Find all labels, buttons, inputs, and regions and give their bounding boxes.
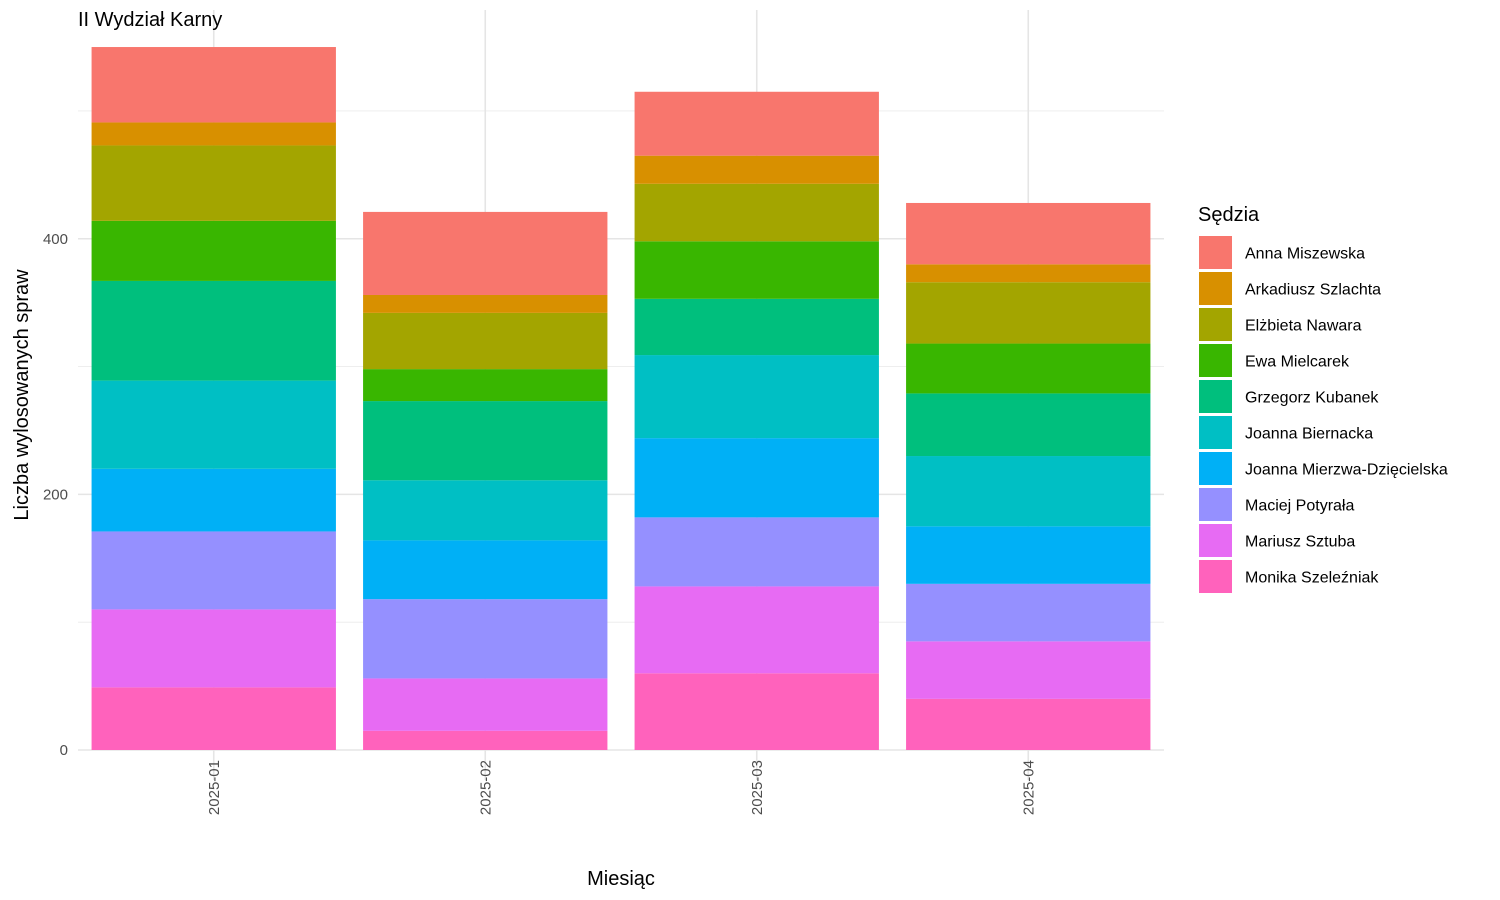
bar-segment xyxy=(906,583,1151,642)
x-axis-title: Miesiąc xyxy=(587,868,655,890)
bar-segment xyxy=(363,599,608,679)
bar-segment xyxy=(634,517,879,587)
bar-segment xyxy=(91,687,336,750)
bar-segment xyxy=(906,264,1151,283)
bar-segment xyxy=(906,698,1151,750)
bar-segment xyxy=(906,456,1151,527)
bar-segment xyxy=(906,202,1151,265)
bar-segment xyxy=(634,183,879,242)
bar-segment xyxy=(91,145,336,221)
legend: Sędzia Anna Miszewska Arkadiusz Szlachta E… xyxy=(1198,204,1448,593)
legend-key xyxy=(1199,308,1232,341)
bar-segment xyxy=(363,730,608,750)
x-tick-label: 2025-04 xyxy=(1020,760,1037,815)
bar-segment xyxy=(363,540,608,600)
legend-key xyxy=(1199,452,1232,485)
bar-segment xyxy=(363,211,608,295)
legend-key xyxy=(1199,236,1232,269)
legend-key xyxy=(1199,560,1232,593)
x-tick-label: 2025-02 xyxy=(477,760,494,815)
bar-segment xyxy=(91,531,336,610)
x-axis-ticks: 2025-01 2025-02 2025-03 2025-04 xyxy=(206,760,1038,815)
bar-segment xyxy=(363,401,608,481)
bar-segment xyxy=(91,47,336,123)
legend-label: Monika Szeleźniak xyxy=(1245,570,1379,587)
chart-title: II Wydział Karny xyxy=(78,9,222,31)
legend-label: Arkadiusz Szlachta xyxy=(1245,282,1381,299)
bar-segment xyxy=(363,480,608,541)
bar-segment xyxy=(906,282,1151,344)
bar-segment xyxy=(91,280,336,381)
legend-items: Anna Miszewska Arkadiusz Szlachta Elżbieta… xyxy=(1199,236,1448,593)
bar-segment xyxy=(634,155,879,184)
y-axis-ticks: 0 200 400 xyxy=(43,231,68,759)
bar-segment xyxy=(906,393,1151,457)
legend-label: Joanna Biernacka xyxy=(1245,426,1373,443)
legend-label: Anna Miszewska xyxy=(1245,246,1365,263)
x-tick-label: 2025-01 xyxy=(206,760,223,815)
bar-segment xyxy=(634,438,879,518)
bar-segment xyxy=(91,609,336,688)
bar-segment xyxy=(634,91,879,156)
legend-title: Sędzia xyxy=(1198,204,1260,226)
bar-segment xyxy=(91,380,336,469)
bar-segment xyxy=(634,673,879,750)
legend-label: Ewa Mielcarek xyxy=(1245,354,1350,371)
bar-segment xyxy=(363,369,608,402)
bar-segment xyxy=(91,122,336,146)
y-axis-title: Liczba wylosowanych spraw xyxy=(11,269,33,521)
legend-key xyxy=(1199,380,1232,413)
legend-key xyxy=(1199,524,1232,557)
y-tick-label: 400 xyxy=(43,231,68,248)
bar-segment xyxy=(906,526,1151,584)
legend-key xyxy=(1199,344,1232,377)
legend-label: Grzegorz Kubanek xyxy=(1245,390,1379,407)
legend-key xyxy=(1199,272,1232,305)
bar-segment xyxy=(634,298,879,356)
legend-label: Joanna Mierzwa-Dzięcielska xyxy=(1245,462,1448,479)
legend-label: Elżbieta Nawara xyxy=(1245,318,1362,335)
y-tick-label: 0 xyxy=(60,742,68,759)
bar-segment xyxy=(363,312,608,370)
bar-segment xyxy=(363,678,608,731)
x-tick-label: 2025-03 xyxy=(749,760,766,815)
bar-segment xyxy=(91,220,336,281)
bar-segment xyxy=(906,343,1151,394)
bar-segment xyxy=(634,586,879,674)
legend-label: Mariusz Sztuba xyxy=(1245,534,1355,551)
legend-key xyxy=(1199,416,1232,449)
bars-layer xyxy=(91,47,1151,750)
y-tick-label: 200 xyxy=(43,486,68,503)
legend-label: Maciej Potyrała xyxy=(1245,498,1354,515)
bar-segment xyxy=(91,468,336,532)
bar-segment xyxy=(363,294,608,313)
bar-segment xyxy=(634,241,879,299)
bar-segment xyxy=(634,355,879,439)
legend-key xyxy=(1199,488,1232,521)
bar-segment xyxy=(906,641,1151,699)
